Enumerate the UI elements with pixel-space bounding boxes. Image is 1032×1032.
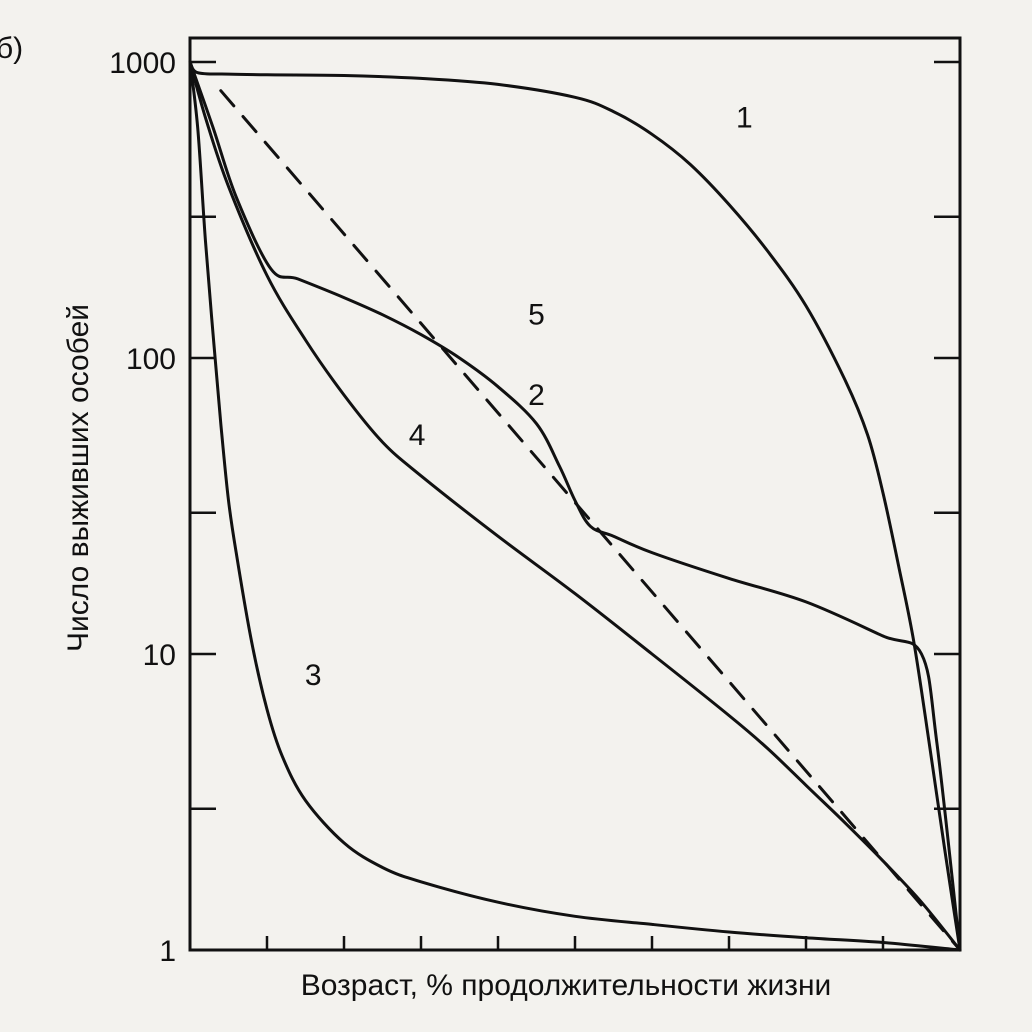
curve-labels: 1 2 3 4 5 [305, 101, 753, 692]
survivorship-curve-2 [219, 89, 962, 952]
survivorship-curve-1 [188, 60, 962, 952]
curve-label-4: 4 [409, 419, 426, 452]
y-tick-label: 1 [159, 935, 176, 968]
panel-label: б) [0, 32, 23, 65]
survivorship-curve-5 [188, 60, 962, 952]
x-axis-title: Возраст, % продолжительности жизни [301, 969, 832, 1002]
tick-labels: 1 10 100 1000 [109, 47, 176, 968]
survivorship-curve-3 [188, 60, 962, 952]
curve-label-5: 5 [528, 299, 545, 332]
plot-border [188, 36, 962, 952]
axis-ticks [190, 60, 960, 950]
y-tick-label: 100 [126, 343, 176, 376]
curve-label-2: 2 [528, 379, 545, 412]
y-tick-label: 10 [143, 639, 176, 672]
curve-label-1: 1 [736, 101, 753, 134]
survivorship-curve-4 [188, 60, 962, 952]
curve-label-3: 3 [305, 659, 322, 692]
plot-frame [188, 36, 962, 952]
y-axis-title: Число выживших особей [62, 304, 95, 652]
y-tick-label: 1000 [109, 47, 176, 80]
series-layer [188, 60, 962, 952]
